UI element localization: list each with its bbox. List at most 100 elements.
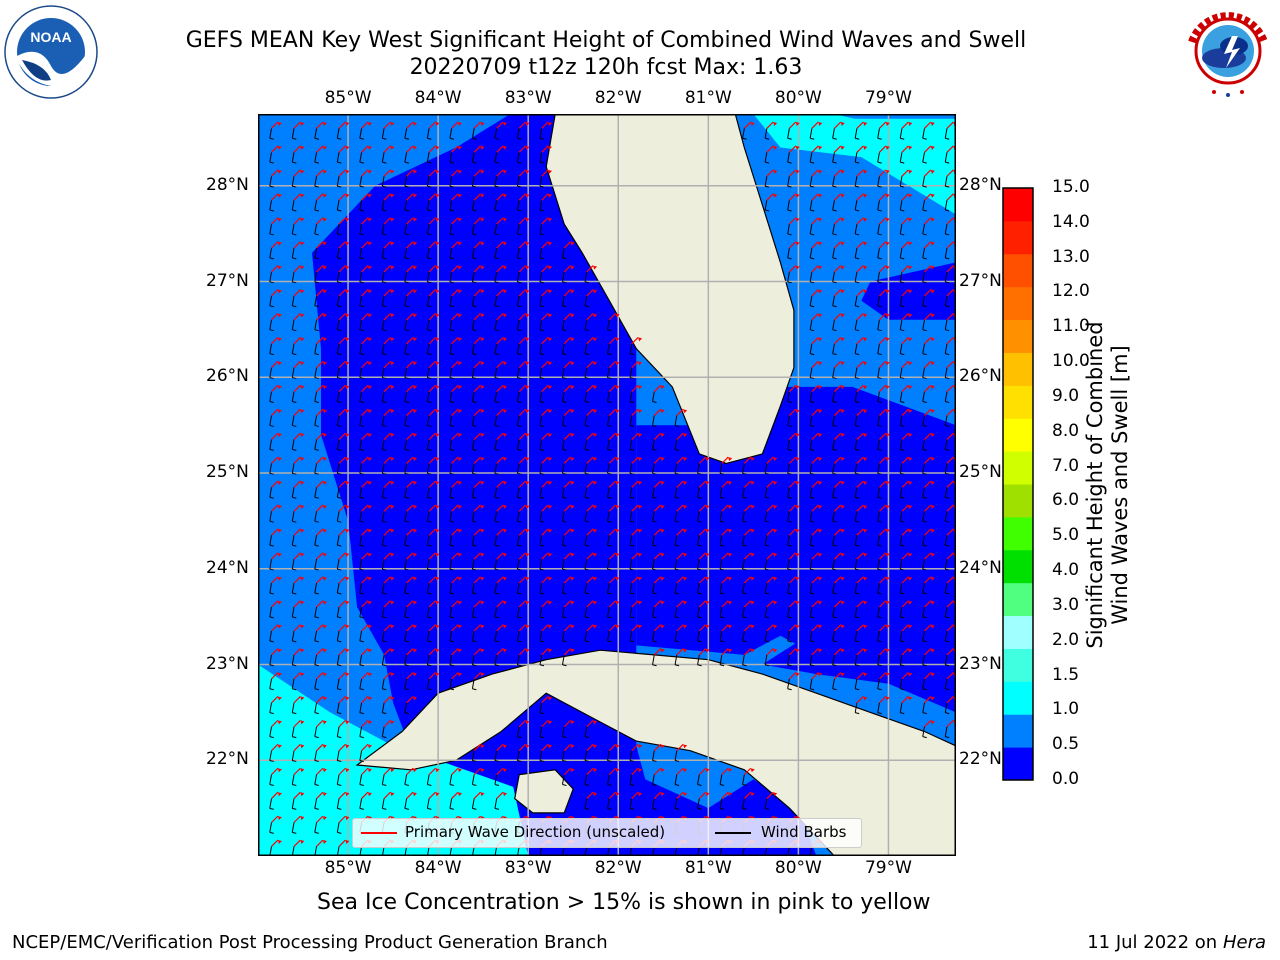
- wave-direction-arrowhead: [638, 576, 643, 581]
- wave-direction-arrow: [271, 719, 279, 728]
- wave-direction-arrowhead: [750, 552, 755, 557]
- wind-barb: [629, 535, 633, 546]
- wind-barb-flag: [472, 281, 477, 284]
- wind-barb-flag: [719, 807, 725, 810]
- wave-direction-arrow: [946, 241, 954, 249]
- wave-direction-arrowhead: [750, 457, 755, 462]
- colorbar-segment: [1003, 286, 1033, 321]
- wave-direction-arrow: [383, 193, 391, 201]
- wave-direction-arrow: [338, 528, 346, 536]
- wind-barb: [697, 630, 700, 641]
- lon-tick-label-bottom: 79°W: [864, 858, 912, 878]
- wave-direction-arrow: [541, 313, 549, 321]
- wind-barb-flag: [742, 544, 747, 547]
- wave-direction-arrowhead: [593, 481, 598, 486]
- wave-direction-arrowhead: [480, 528, 485, 533]
- wave-direction-arrowhead: [277, 385, 282, 390]
- wind-barb-flag: [922, 592, 927, 595]
- wave-direction-arrowhead: [435, 385, 440, 390]
- wind-barb: [629, 415, 633, 426]
- wave-direction-arrow: [586, 528, 594, 536]
- wind-barb: [787, 606, 790, 618]
- wave-direction-arrowhead: [818, 409, 823, 414]
- wind-barb: [899, 702, 903, 713]
- wind-barb: [809, 391, 813, 402]
- wind-barb-flag: [314, 712, 319, 715]
- wave-direction-arrow: [924, 696, 932, 704]
- wave-direction-arrow: [518, 408, 526, 417]
- wave-direction-arrowhead: [593, 552, 598, 557]
- wave-direction-arrowhead: [345, 169, 350, 174]
- wave-direction-arrowhead: [300, 624, 305, 629]
- wave-direction-arrow: [698, 552, 707, 560]
- wind-barb: [516, 319, 520, 330]
- wave-direction-arrowhead: [277, 624, 282, 629]
- wave-direction-arrowhead: [863, 504, 868, 509]
- wind-barb: [471, 774, 475, 785]
- wind-barb: [922, 583, 925, 594]
- wave-direction-arrowhead: [840, 385, 845, 390]
- wind-barb: [877, 463, 880, 474]
- wave-direction-arrowhead: [480, 361, 485, 366]
- wind-barb: [742, 511, 745, 522]
- wind-barb-flag: [922, 401, 927, 403]
- wave-direction-arrow: [766, 576, 774, 584]
- wave-direction-arrow: [879, 648, 887, 656]
- wave-direction-arrow: [811, 480, 819, 488]
- wind-barb: [471, 367, 475, 378]
- wave-direction-arrowhead: [345, 648, 350, 653]
- wave-direction-arrowhead: [840, 457, 845, 462]
- wave-direction-arrow: [428, 791, 436, 799]
- wind-barb-flag: [404, 137, 409, 140]
- wind-barb: [787, 176, 790, 187]
- wind-barb-flag: [945, 616, 950, 619]
- wave-direction-arrow: [924, 169, 932, 177]
- wind-barb-flag: [607, 353, 612, 356]
- wind-barb: [787, 630, 790, 641]
- wind-barb-flag: [539, 137, 545, 140]
- wind-barb-flag: [292, 233, 297, 236]
- wave-direction-arrow: [518, 289, 526, 297]
- wind-barb: [584, 391, 588, 402]
- wave-direction-arrowhead: [840, 504, 845, 509]
- wave-direction-arrowhead: [728, 600, 733, 605]
- wind-barb-flag: [269, 329, 274, 332]
- wind-barb-flag: [629, 592, 635, 595]
- wind-barb-flag: [945, 137, 950, 140]
- wave-direction-arrowhead: [435, 576, 440, 581]
- wave-direction-arrow: [383, 504, 391, 512]
- wave-direction-arrowhead: [300, 792, 305, 797]
- lat-tick-label-left: 22°N: [206, 749, 249, 770]
- wave-direction-arrowhead: [300, 696, 305, 701]
- wave-direction-arrowhead: [818, 600, 823, 605]
- wave-direction-arrow: [406, 217, 414, 225]
- wind-barb: [629, 750, 633, 761]
- wind-barb-flag: [900, 401, 905, 403]
- wind-barb: [719, 654, 723, 665]
- wave-direction-arrowhead: [525, 313, 530, 318]
- colorbar-segment: [1003, 516, 1033, 551]
- wave-direction-arrow: [631, 432, 639, 440]
- wind-barb: [269, 678, 273, 689]
- wave-direction-arrow: [451, 360, 459, 369]
- wave-direction-arrow: [924, 121, 932, 129]
- wind-barb-flag: [449, 807, 455, 810]
- wind-barb: [516, 271, 520, 282]
- wind-barb-flag: [607, 472, 612, 475]
- wind-barb-flag: [922, 496, 927, 499]
- wind-barb: [899, 630, 903, 641]
- wave-direction-arrow: [901, 241, 909, 249]
- wave-direction-arrow: [586, 432, 594, 440]
- wave-direction-arrow: [406, 121, 414, 129]
- wind-barb: [516, 415, 520, 426]
- wind-barb-flag: [629, 424, 635, 427]
- wind-barb: [877, 176, 880, 187]
- wind-barb-flag: [765, 544, 770, 547]
- wave-direction-arrow: [383, 791, 391, 799]
- wind-barb-flag: [832, 688, 837, 691]
- wind-barb: [854, 439, 858, 450]
- wave-direction-arrow: [293, 121, 301, 129]
- wave-direction-arrowhead: [863, 241, 868, 246]
- wave-direction-arrow: [563, 767, 572, 776]
- wave-direction-arrowhead: [458, 361, 463, 366]
